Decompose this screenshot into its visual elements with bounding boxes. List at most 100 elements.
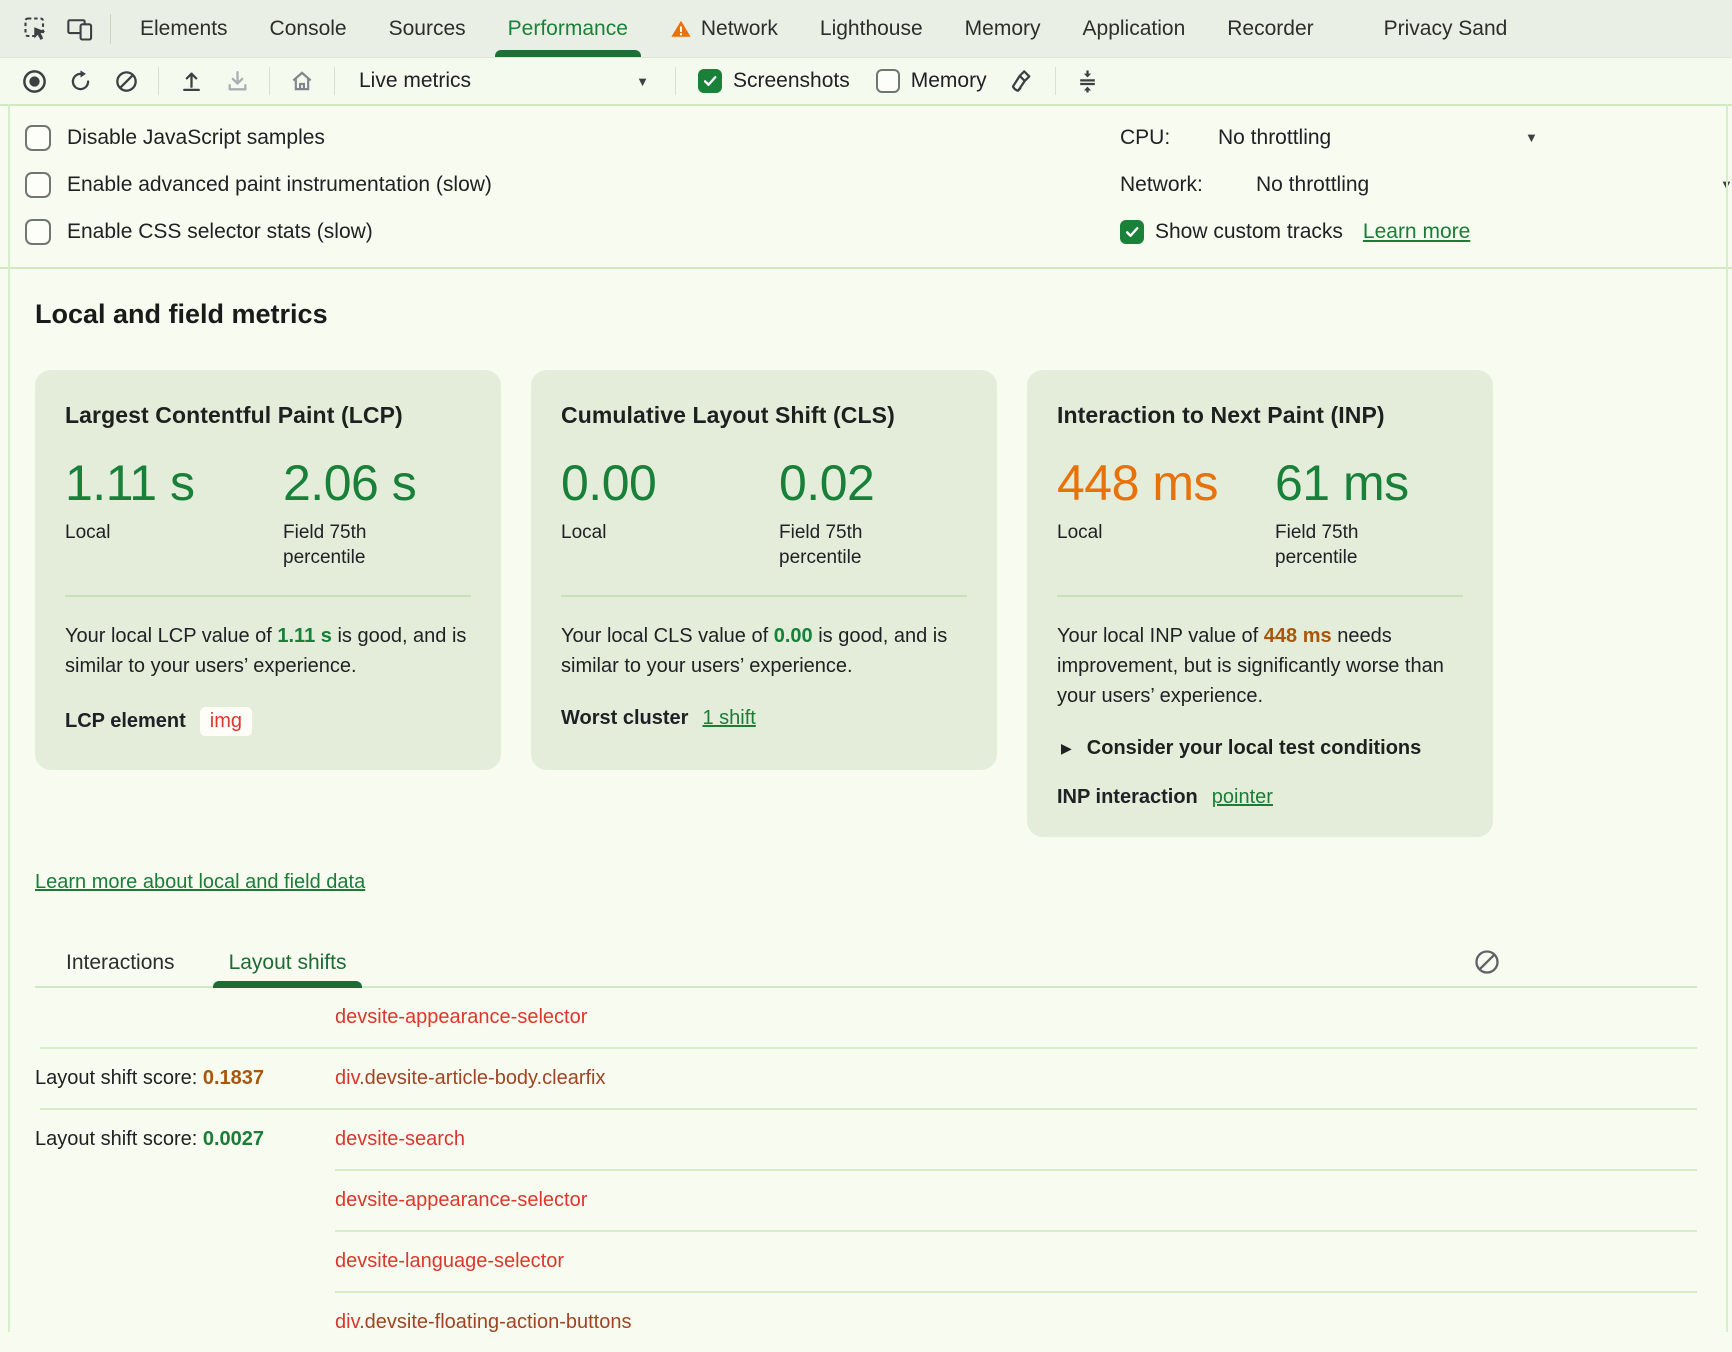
- inp-interaction-link[interactable]: pointer: [1211, 785, 1273, 808]
- shift-score: Layout shift score: 0.0027: [35, 1127, 265, 1150]
- chevron-down-icon[interactable]: ▼: [1525, 130, 1538, 145]
- screenshots-checkbox[interactable]: Screenshots: [698, 69, 850, 93]
- toolbar-divider: [269, 67, 270, 95]
- layout-shift-row[interactable]: devsite-appearance-selector: [35, 1171, 1697, 1230]
- toolbar-divider: [675, 67, 676, 95]
- cls-field-value-block: 0.02 Field 75th percentile: [779, 457, 997, 571]
- lcp-field-value: 2.06 s: [283, 455, 417, 511]
- inp-card: Interaction to Next Paint (INP) 448 ms L…: [1027, 370, 1493, 837]
- cpu-throttling-select[interactable]: No throttling: [1218, 125, 1332, 149]
- row-divider: [335, 1168, 1697, 1171]
- shift-culprit-link[interactable]: devsite-appearance-selector: [335, 1188, 588, 1211]
- checkbox-checked-icon: [1120, 219, 1144, 244]
- inp-description: Your local INP value of 448 ms needs imp…: [1057, 624, 1444, 707]
- active-tab-underline: [494, 50, 641, 57]
- local-test-conditions-disclosure[interactable]: ▶ Consider your local test conditions: [1061, 736, 1422, 759]
- tab-elements[interactable]: Elements: [140, 16, 228, 40]
- advanced-paint-checkbox[interactable]: Enable advanced paint instrumentation (s…: [0, 161, 1732, 208]
- network-label: Network:: [1120, 172, 1203, 196]
- active-tab-underline: [212, 980, 363, 988]
- shift-culprit-link[interactable]: div.devsite-article-body.clearfix: [335, 1066, 606, 1089]
- toolbar-divider: [110, 13, 111, 44]
- metric-cards: Largest Contentful Paint (LCP) 1.11 s Lo…: [35, 370, 1697, 837]
- checkbox-unchecked-icon: [25, 171, 51, 198]
- device-toolbar-icon[interactable]: [58, 0, 102, 57]
- checkbox-unchecked-icon: [875, 69, 900, 93]
- shift-culprit-link[interactable]: devsite-appearance-selector: [335, 1005, 588, 1028]
- card-divider: [561, 594, 967, 597]
- gc-brush-button[interactable]: [1003, 61, 1043, 101]
- show-custom-tracks-checkbox[interactable]: Show custom tracks: [1120, 219, 1343, 244]
- load-profile-button[interactable]: [171, 61, 211, 101]
- tab-lighthouse[interactable]: Lighthouse: [819, 16, 923, 40]
- cpu-throttling-row: CPU: No throttling ▼: [1120, 114, 1732, 161]
- shift-culprit-link[interactable]: div.devsite-floating-action-buttons: [335, 1310, 632, 1333]
- record-button[interactable]: [14, 61, 54, 101]
- disable-js-samples-checkbox[interactable]: Disable JavaScript samples: [0, 114, 1732, 161]
- lcp-field-value-block: 2.06 s Field 75th percentile: [283, 457, 501, 571]
- save-profile-button[interactable]: [217, 61, 257, 101]
- network-throttling-select[interactable]: No throttling: [1256, 172, 1370, 196]
- cls-local-value-block: 0.00 Local: [561, 457, 779, 571]
- history-dropdown[interactable]: Live metrics ▼: [347, 61, 663, 101]
- card-divider: [65, 594, 471, 597]
- inspect-element-icon[interactable]: [14, 0, 58, 57]
- memory-checkbox[interactable]: Memory: [875, 69, 987, 93]
- learn-more-field-data-link[interactable]: Learn more about local and field data: [35, 870, 366, 893]
- layout-shift-row[interactable]: Layout shift score: 0.1837 div.devsite-a…: [35, 1049, 1697, 1108]
- inspect-cursor-icon: [24, 16, 46, 40]
- home-icon: [292, 71, 312, 91]
- device-toolbar-glyph: [67, 18, 93, 41]
- reload-icon: [71, 69, 89, 90]
- inp-field-value: 61 ms: [1275, 455, 1409, 511]
- performance-toolbar: Live metrics ▼ Screenshots Memory: [0, 58, 1732, 106]
- tab-console[interactable]: Console: [269, 16, 347, 40]
- lcp-card: Largest Contentful Paint (LCP) 1.11 s Lo…: [35, 370, 501, 770]
- clear-button[interactable]: [106, 61, 146, 101]
- row-divider: [335, 1290, 1697, 1293]
- row-divider: [40, 1107, 1697, 1110]
- tab-layout-shifts[interactable]: Layout shifts: [212, 940, 363, 988]
- reload-and-record-button[interactable]: [60, 61, 100, 101]
- inp-interaction-row: INP interaction pointer: [1057, 785, 1273, 808]
- layout-shift-row[interactable]: div.devsite-floating-action-buttons: [35, 1293, 1697, 1352]
- lcp-local-value-block: 1.11 s Local: [65, 457, 283, 571]
- layout-shift-row[interactable]: devsite-language-selector: [35, 1232, 1697, 1291]
- tab-privacy-sandbox[interactable]: Privacy Sand: [1383, 16, 1508, 40]
- tab-recorder[interactable]: Recorder: [1227, 16, 1314, 40]
- collapse-button[interactable]: [1068, 61, 1108, 101]
- clear-log-button[interactable]: [1473, 948, 1501, 976]
- card-divider: [1057, 594, 1463, 597]
- tab-performance[interactable]: Performance: [487, 0, 649, 57]
- lcp-card-title: Largest Contentful Paint (LCP): [65, 402, 403, 428]
- inp-card-title: Interaction to Next Paint (INP): [1057, 402, 1385, 428]
- tab-application[interactable]: Application: [1082, 16, 1186, 40]
- live-metrics-log: Interactions Layout shifts devsite-appea…: [35, 940, 1697, 1352]
- worst-cluster-link[interactable]: 1 shift: [702, 706, 756, 729]
- tab-memory[interactable]: Memory: [964, 16, 1041, 40]
- shift-culprit-link[interactable]: devsite-search: [335, 1127, 466, 1150]
- cls-local-value: 0.00: [561, 455, 657, 511]
- cls-field-value: 0.02: [779, 455, 875, 511]
- layout-shift-row[interactable]: devsite-appearance-selector: [35, 988, 1697, 1047]
- inp-field-value-block: 61 ms Field 75th percentile: [1275, 457, 1493, 571]
- css-selector-stats-checkbox[interactable]: Enable CSS selector stats (slow): [0, 208, 1732, 255]
- block-icon: [1475, 950, 1499, 974]
- throttling-settings: CPU: No throttling ▼ Network: No throttl…: [1120, 114, 1732, 255]
- toolbar-divider: [1054, 67, 1056, 95]
- tab-network[interactable]: Network: [649, 0, 799, 57]
- lcp-element-row: LCP element img: [65, 706, 471, 736]
- layout-shift-row[interactable]: Layout shift score: 0.0027 devsite-searc…: [35, 1110, 1697, 1169]
- disclosure-triangle-icon: ▶: [1061, 739, 1072, 756]
- download-icon: [228, 70, 246, 90]
- shift-culprit-link[interactable]: devsite-language-selector: [335, 1249, 565, 1272]
- lcp-element-chip[interactable]: img: [199, 706, 253, 736]
- lcp-local-value: 1.11 s: [65, 455, 195, 511]
- tab-sources[interactable]: Sources: [388, 16, 466, 40]
- log-tabs: Interactions Layout shifts: [35, 940, 1697, 988]
- record-icon: [22, 69, 46, 93]
- cpu-label: CPU:: [1120, 125, 1171, 149]
- tab-interactions[interactable]: Interactions: [66, 950, 175, 974]
- home-button[interactable]: [282, 61, 322, 101]
- learn-more-link[interactable]: Learn more: [1362, 219, 1471, 243]
